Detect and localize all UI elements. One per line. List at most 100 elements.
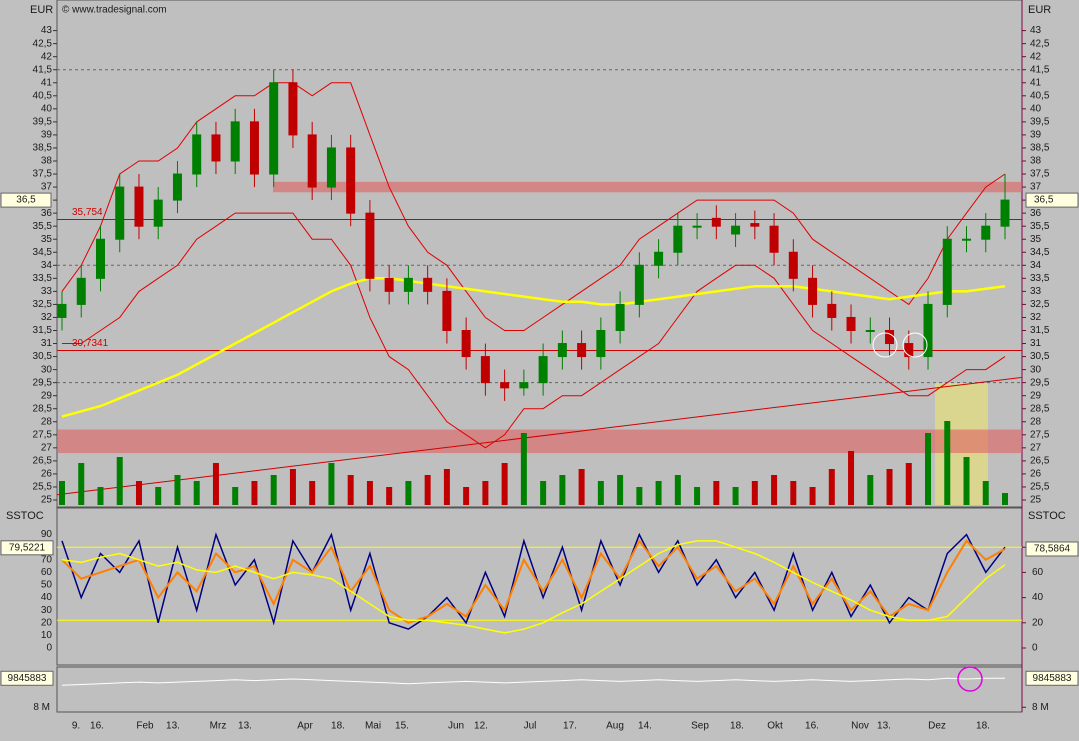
volume-bar (270, 475, 277, 505)
x-tick-label: 13. (877, 721, 891, 732)
candle-body (211, 134, 221, 162)
y-tick-label: 41,5 (33, 64, 53, 75)
candle-body (981, 225, 991, 240)
volume-bar (116, 457, 123, 505)
y2-tick-label: 25 (1030, 495, 1042, 506)
x-tick-label: 18. (730, 721, 744, 732)
volume-bar (655, 481, 662, 505)
lower-panel (56, 666, 1023, 713)
candle-body (885, 329, 895, 345)
y2-tick-label: 38 (1030, 156, 1042, 167)
y2-tick-label: 34 (1030, 260, 1042, 271)
candle-body (692, 225, 702, 228)
y-tick-label: 31 (41, 338, 53, 349)
y-tick-label: 29 (41, 390, 53, 401)
x-tick-label: Okt (767, 721, 783, 732)
x-tick-label: Feb (136, 721, 154, 732)
candle-body (95, 238, 105, 279)
volume-bar (790, 481, 797, 505)
volume-bar (886, 469, 893, 505)
last-box (1025, 192, 1079, 208)
candle-body (403, 277, 413, 292)
y-tick-label: 37 (41, 182, 53, 193)
volume-bar (193, 481, 200, 505)
candle-body (230, 121, 240, 162)
x-tick-label: Apr (297, 721, 313, 732)
candle-body (904, 343, 914, 358)
x-tick-label: 9. (72, 721, 80, 732)
volume-bar (443, 469, 450, 505)
x-tick-label: 18. (976, 721, 990, 732)
lower-marker-label: 9845883 (8, 673, 47, 684)
candle-body (923, 303, 933, 358)
x-tick-label: 13. (166, 721, 180, 732)
y2-tick-label: 38,5 (1030, 143, 1050, 154)
moving-average (61, 277, 1006, 418)
stoch-y2-tick-label: 0 (1032, 643, 1038, 654)
volume-bar (732, 487, 739, 505)
volume-bar (232, 487, 239, 505)
candle-body (962, 238, 972, 241)
x-tick-label: Dez (928, 721, 946, 732)
volume-bar (867, 475, 874, 505)
y2-tick-label: 30 (1030, 364, 1042, 375)
y2-tick-label: 33,5 (1030, 273, 1050, 284)
y2-tick-label: 32 (1030, 312, 1042, 323)
candle-body (538, 356, 548, 384)
volume-bar (905, 463, 912, 505)
stoch-tick-label: 50 (41, 580, 53, 591)
volume-bar (328, 463, 335, 505)
candle-body (577, 343, 587, 358)
y-tick-label: 28 (41, 416, 53, 427)
y2-tick-label: 43 (1030, 25, 1042, 36)
y-tick-label: 40,5 (33, 90, 53, 101)
candle-body (596, 329, 606, 358)
y-tick-label: 25 (41, 495, 53, 506)
y-tick-label: 30 (41, 364, 53, 375)
candle-body (673, 225, 683, 253)
y-tick-label: 26,5 (33, 456, 53, 467)
volume-bar (578, 469, 585, 505)
x-tick-label: 15. (395, 721, 409, 732)
x-tick-label: Aug (606, 721, 624, 732)
volume-bar (597, 481, 604, 505)
circle (902, 332, 928, 358)
y-tick-label: 35,5 (33, 221, 53, 232)
stoch-y2-tick-label: 60 (1032, 567, 1044, 578)
candle-body (942, 238, 952, 305)
stoch-marker-box (1025, 541, 1079, 557)
volume-bar (482, 481, 489, 505)
y-tick-label: 41 (41, 77, 53, 88)
stoch-y2-tick-label: 20 (1032, 617, 1044, 628)
volume-bar (694, 487, 701, 505)
volume-bar (78, 463, 85, 505)
y-tick-label: 42 (41, 51, 53, 62)
zone (57, 429, 1022, 454)
lower-tick-label: 8 M (33, 702, 50, 713)
candle-body (57, 303, 67, 318)
volume-bar (386, 487, 393, 505)
y2-tick-label: 30,5 (1030, 351, 1050, 362)
y-tick-label: 25,5 (33, 482, 53, 493)
stoch-marker-box (0, 540, 54, 556)
y2-tick-label: 36 (1030, 208, 1042, 219)
stoch-line (61, 540, 1006, 634)
volume-bar (963, 457, 970, 505)
candle-body (865, 329, 875, 332)
stoch-title-right: SSTOC (1028, 510, 1066, 522)
candle-body (519, 382, 529, 389)
y2-tick-label: 27 (1030, 442, 1042, 453)
volume-bar (155, 487, 162, 505)
y-tick-label: 32,5 (33, 299, 53, 310)
y2-tick-label: 39,5 (1030, 117, 1050, 128)
y2-tick-label: 29,5 (1030, 377, 1050, 388)
candle-body (654, 251, 664, 266)
y-tick-label: 33 (41, 286, 53, 297)
stoch-tick-label: 70 (41, 554, 53, 565)
candle-body (827, 303, 837, 318)
y2-tick-label: 32,5 (1030, 299, 1050, 310)
lower-tick-label: 8 M (1032, 702, 1049, 713)
y-tick-label: 34,5 (33, 247, 53, 258)
circle (957, 666, 983, 692)
